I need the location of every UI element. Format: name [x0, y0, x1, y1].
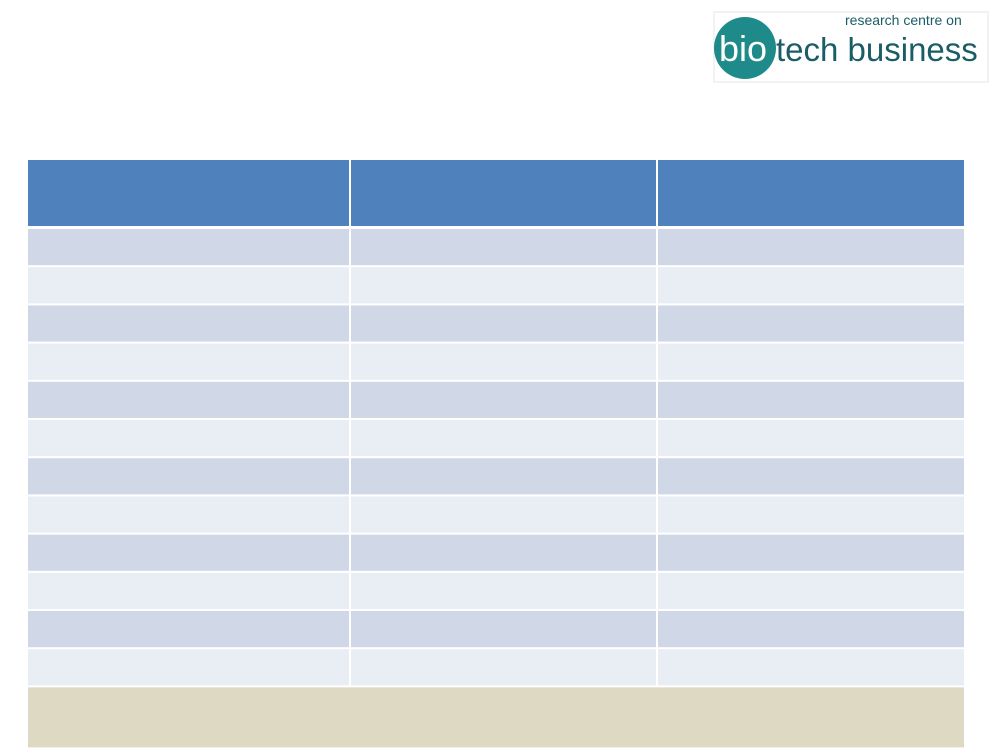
table-cell: [351, 229, 656, 266]
table-cell: [351, 343, 656, 380]
table-cell: [28, 496, 349, 533]
logo-tagline: research centre on: [845, 12, 962, 28]
table-cell: [28, 343, 349, 380]
footer-row: [28, 687, 964, 748]
table-cell: [351, 534, 656, 571]
table-cell: [351, 458, 656, 495]
table-cell: [28, 420, 349, 457]
table-cell: [658, 572, 964, 609]
table-cell: [28, 534, 349, 571]
table-cell: [28, 381, 349, 418]
table-cell: [658, 343, 964, 380]
header-cell: [28, 160, 349, 226]
table-cell: [28, 649, 349, 686]
table-cell: [658, 611, 964, 648]
table-cell: [28, 458, 349, 495]
table-cell: [28, 611, 349, 648]
table-cell: [351, 381, 656, 418]
table-cell: [351, 420, 656, 457]
table: [28, 160, 964, 748]
table-cell: [658, 458, 964, 495]
table-cell: [658, 267, 964, 304]
table-cell: [658, 420, 964, 457]
header-cell: [658, 160, 964, 226]
table-cell: [351, 496, 656, 533]
table-cell: [351, 267, 656, 304]
logo-name: tech business: [776, 31, 978, 68]
table-cell: [658, 305, 964, 342]
table-cell: [28, 572, 349, 609]
table-cell: [658, 381, 964, 418]
table-cell: [351, 305, 656, 342]
logo-circle: [714, 17, 776, 79]
table-cell: [658, 534, 964, 571]
header-cell: [351, 160, 656, 226]
table-cell: [658, 229, 964, 266]
table-cell: [28, 267, 349, 304]
table-cell: [351, 649, 656, 686]
table-cell: [658, 496, 964, 533]
table-cell: [658, 649, 964, 686]
table-cell: [351, 572, 656, 609]
logo-prefix: bio: [719, 28, 767, 69]
table-cell: [351, 611, 656, 648]
table-cell: [28, 305, 349, 342]
logo: bio tech business research centre on: [713, 11, 989, 83]
table-cell: [28, 229, 349, 266]
